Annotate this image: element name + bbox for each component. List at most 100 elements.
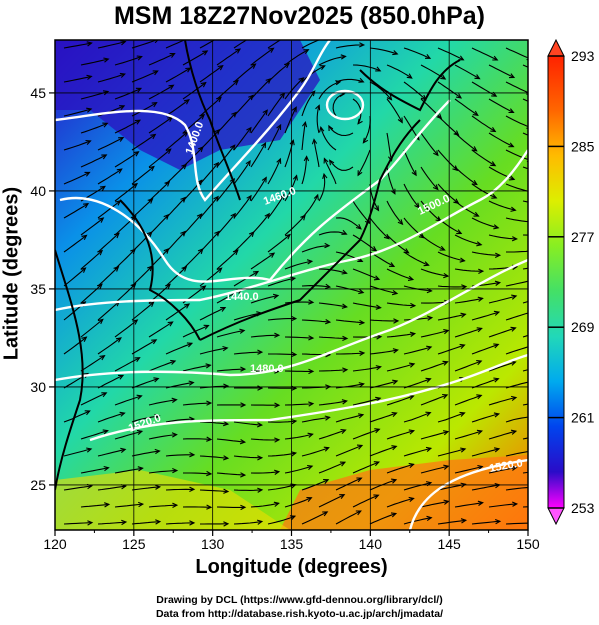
streamline: [454, 466, 483, 474]
streamline: [216, 438, 245, 443]
streamline-arrow: [223, 420, 230, 427]
streamline: [250, 334, 279, 338]
streamline: [199, 489, 229, 493]
streamline-arrow: [222, 345, 229, 352]
streamline-arrow: [508, 142, 515, 148]
streamline-arrow: [103, 57, 110, 63]
streamline: [165, 67, 191, 83]
streamline-arrow: [85, 139, 92, 145]
streamline: [318, 231, 347, 236]
streamline: [301, 511, 328, 525]
streamline-arrow: [257, 349, 264, 355]
colorbar: 293 285 277 269 261 253: [547, 38, 595, 526]
streamline: [403, 81, 427, 101]
streamline-arrow: [240, 472, 247, 478]
streamline: [454, 234, 482, 246]
streamline: [505, 183, 528, 192]
streamline: [335, 78, 364, 83]
streamline-arrow: [119, 105, 126, 111]
streamline: [148, 360, 176, 372]
streamline-arrow: [189, 486, 196, 493]
streamline: [165, 522, 194, 525]
streamline: [352, 461, 380, 474]
streamline-arrow: [199, 113, 206, 120]
streamline-arrow: [115, 337, 122, 343]
streamline-arrow: [265, 78, 272, 84]
streamline-arrow: [104, 502, 111, 508]
streamline: [420, 394, 448, 406]
streamline-arrow: [213, 161, 220, 168]
streamline: [420, 431, 449, 440]
streamline: [369, 512, 397, 525]
streamline: [131, 521, 160, 525]
streamline-arrow: [443, 464, 450, 470]
streamline-arrow: [171, 397, 178, 403]
streamline-arrow: [373, 275, 381, 281]
streamline-arrow: [459, 411, 466, 417]
streamline-arrow: [148, 165, 155, 172]
streamline-arrow: [97, 249, 104, 256]
streamline-arrow: [311, 138, 318, 145]
streamline-arrow: [246, 126, 252, 133]
streamline: [80, 250, 103, 270]
streamline: [522, 506, 528, 508]
streamline-arrow: [248, 94, 254, 101]
streamline: [386, 268, 414, 281]
streamline-arrow: [493, 447, 501, 453]
streamline: [335, 510, 362, 525]
streamline-arrow: [83, 203, 90, 209]
streamline: [352, 302, 381, 309]
streamline: [97, 73, 125, 83]
streamline-arrow: [476, 394, 483, 400]
streamline-arrow: [341, 303, 348, 309]
x-tick-label: 125: [122, 536, 146, 552]
streamline: [182, 50, 208, 66]
streamline: [318, 429, 346, 440]
streamline-arrow: [230, 212, 236, 219]
streamline-arrow: [152, 70, 159, 76]
streamline-arrow: [307, 464, 314, 470]
streamline-arrow: [432, 184, 439, 191]
streamline-arrow: [291, 351, 298, 358]
streamline: [216, 472, 245, 476]
streamline: [63, 336, 87, 355]
streamline-arrow: [408, 496, 415, 503]
streamline: [369, 445, 397, 457]
streamline-arrow: [580, 262, 585, 266]
streamline-arrow: [460, 518, 468, 524]
streamline: [267, 63, 290, 83]
streamline: [471, 520, 500, 525]
x-tick-label: 150: [516, 536, 540, 552]
streamline: [505, 451, 528, 457]
streamline-arrow: [308, 401, 315, 407]
streamline: [199, 455, 228, 459]
streamline: [233, 421, 262, 426]
streamline-arrow: [390, 188, 396, 195]
streamline-arrow: [339, 494, 346, 499]
streamline: [250, 438, 280, 441]
streamline-arrow: [240, 504, 247, 511]
streamline: [488, 132, 514, 148]
streamline: [335, 319, 364, 324]
streamline-arrow: [492, 55, 499, 61]
streamline: [335, 383, 364, 389]
streamline: [352, 234, 377, 252]
streamline: [131, 231, 153, 253]
streamline: [233, 195, 252, 219]
streamline-arrow: [256, 422, 264, 428]
streamline-arrow: [355, 510, 362, 516]
streamline-arrow: [511, 465, 518, 471]
streamline: [182, 402, 211, 406]
streamline: [420, 465, 449, 474]
streamline: [301, 90, 316, 117]
streamline: [420, 500, 449, 508]
streamline: [386, 363, 415, 372]
streamline: [318, 400, 347, 406]
streamline: [454, 502, 483, 508]
streamline: [165, 488, 194, 491]
streamline: [403, 183, 420, 208]
streamline-arrow: [197, 146, 204, 153]
streamline-arrow: [322, 172, 328, 180]
streamline-arrow: [476, 241, 483, 247]
streamline-arrow: [473, 211, 480, 217]
